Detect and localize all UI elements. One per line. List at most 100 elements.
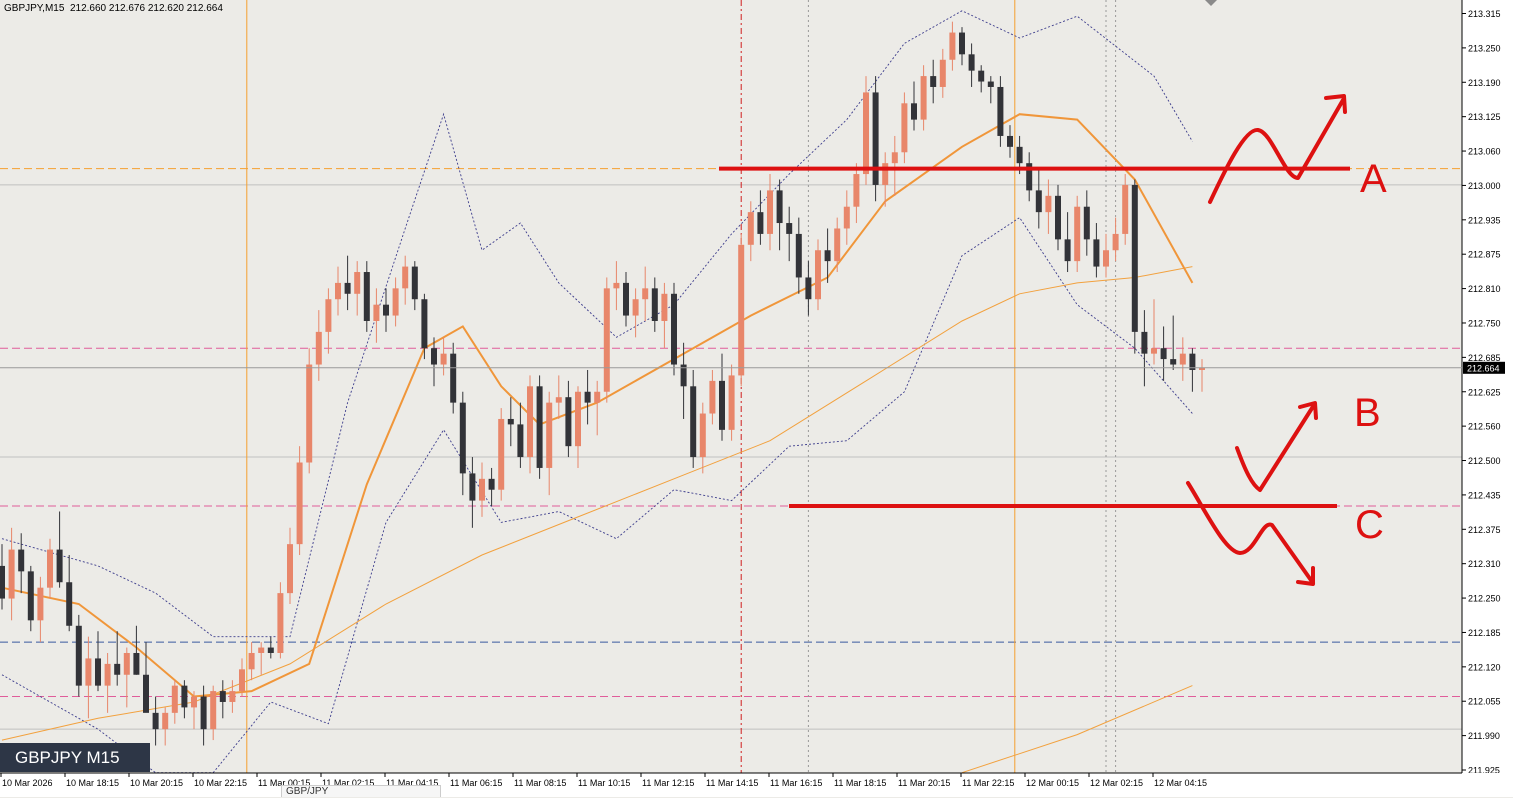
bull-candle-body[interactable]: [555, 397, 562, 403]
bear-candle-body[interactable]: [363, 272, 370, 321]
bull-candle-body[interactable]: [613, 282, 620, 289]
bull-candle-body[interactable]: [834, 228, 841, 262]
bull-candle-body[interactable]: [1103, 250, 1109, 267]
bull-candle-body[interactable]: [210, 691, 217, 730]
bear-candle-body[interactable]: [1083, 206, 1090, 240]
bear-candle-body[interactable]: [930, 76, 937, 87]
bear-candle-body[interactable]: [344, 282, 351, 294]
bull-candle-body[interactable]: [296, 462, 303, 545]
bull-candle-body[interactable]: [901, 103, 908, 153]
bear-candle-body[interactable]: [1026, 163, 1033, 191]
bear-candle-body[interactable]: [786, 223, 793, 234]
bear-candle-body[interactable]: [114, 663, 121, 675]
bear-candle-body[interactable]: [1093, 239, 1100, 267]
bull-candle-body[interactable]: [843, 206, 850, 229]
bear-candle-body[interactable]: [411, 266, 418, 300]
bear-candle-body[interactable]: [517, 424, 524, 458]
chart-tab[interactable]: GBP/JPY: [281, 785, 441, 797]
bear-candle-body[interactable]: [651, 288, 658, 321]
bull-candle-body[interactable]: [882, 163, 889, 185]
bull-candle-body[interactable]: [546, 402, 553, 468]
bull-candle-body[interactable]: [8, 549, 15, 599]
bull-candle-body[interactable]: [594, 391, 601, 403]
bear-candle-body[interactable]: [997, 86, 1004, 136]
bear-candle-body[interactable]: [27, 571, 34, 621]
bear-candle-body[interactable]: [565, 397, 572, 447]
bear-candle-body[interactable]: [1131, 184, 1138, 332]
bull-candle-body[interactable]: [699, 413, 706, 458]
bull-candle-body[interactable]: [853, 174, 860, 207]
bull-candle-body[interactable]: [642, 288, 649, 300]
bull-candle-body[interactable]: [104, 663, 111, 686]
bear-candle-body[interactable]: [690, 386, 697, 458]
bull-candle-body[interactable]: [287, 544, 293, 594]
bear-candle-body[interactable]: [469, 473, 476, 501]
bear-candle-body[interactable]: [1170, 359, 1177, 365]
bull-candle-body[interactable]: [373, 304, 380, 321]
bull-candle-body[interactable]: [1122, 184, 1129, 234]
bull-candle-body[interactable]: [354, 272, 361, 294]
bull-candle-body[interactable]: [747, 212, 754, 245]
bull-candle-body[interactable]: [306, 364, 313, 463]
bear-candle-body[interactable]: [1007, 135, 1013, 147]
bull-candle-body[interactable]: [603, 288, 610, 392]
bull-candle-body[interactable]: [920, 76, 927, 120]
bull-candle-body[interactable]: [162, 712, 169, 730]
bear-candle-body[interactable]: [872, 92, 879, 185]
bear-candle-body[interactable]: [911, 103, 917, 120]
bear-candle-body[interactable]: [1141, 331, 1148, 354]
bull-candle-body[interactable]: [47, 549, 53, 588]
scroll-shift-marker[interactable]: [1205, 0, 1217, 6]
bear-candle-body[interactable]: [968, 54, 975, 71]
bear-candle-body[interactable]: [507, 418, 514, 425]
bear-candle-body[interactable]: [66, 582, 73, 626]
bull-candle-body[interactable]: [248, 652, 255, 670]
bear-candle-body[interactable]: [680, 364, 687, 387]
bear-candle-body[interactable]: [805, 277, 812, 300]
bull-candle-body[interactable]: [1179, 353, 1186, 365]
bull-candle-body[interactable]: [661, 293, 668, 321]
bull-candle-body[interactable]: [258, 647, 265, 653]
bull-candle-body[interactable]: [1045, 195, 1052, 213]
bull-candle-body[interactable]: [575, 391, 581, 447]
bear-candle-body[interactable]: [671, 293, 677, 365]
bull-candle-body[interactable]: [728, 375, 735, 430]
bear-candle-body[interactable]: [1160, 348, 1167, 360]
bear-candle-body[interactable]: [584, 391, 591, 403]
bear-candle-body[interactable]: [450, 353, 457, 403]
bear-candle-body[interactable]: [776, 190, 783, 224]
bull-candle-body[interactable]: [191, 696, 197, 708]
bull-candle-body[interactable]: [171, 685, 178, 713]
bull-candle-body[interactable]: [527, 386, 533, 458]
bull-candle-body[interactable]: [815, 250, 821, 300]
bear-candle-body[interactable]: [181, 685, 188, 708]
bull-candle-body[interactable]: [939, 59, 946, 87]
bear-candle-body[interactable]: [719, 380, 725, 430]
bull-candle-body[interactable]: [479, 478, 485, 501]
bear-candle-body[interactable]: [267, 647, 274, 653]
bear-candle-body[interactable]: [824, 250, 831, 262]
bear-candle-body[interactable]: [219, 691, 226, 702]
bear-candle-body[interactable]: [75, 625, 82, 686]
bull-candle-body[interactable]: [709, 380, 716, 414]
bear-candle-body[interactable]: [95, 658, 101, 686]
bull-candle-body[interactable]: [277, 593, 284, 653]
bear-candle-body[interactable]: [795, 233, 802, 278]
bear-candle-body[interactable]: [1189, 353, 1196, 370]
bear-candle-body[interactable]: [56, 549, 63, 583]
bear-candle-body[interactable]: [536, 386, 543, 468]
bull-candle-body[interactable]: [229, 691, 236, 702]
bull-candle-body[interactable]: [863, 92, 869, 175]
bull-candle-body[interactable]: [1112, 233, 1119, 251]
bear-candle-body[interactable]: [431, 348, 437, 365]
bear-candle-body[interactable]: [1064, 239, 1071, 262]
bear-candle-body[interactable]: [421, 299, 428, 349]
bull-candle-body[interactable]: [632, 299, 639, 316]
bull-candle-body[interactable]: [239, 669, 245, 692]
bear-candle-body[interactable]: [978, 70, 985, 82]
bull-candle-body[interactable]: [1074, 206, 1081, 262]
bull-candle-body[interactable]: [949, 32, 956, 60]
bear-candle-body[interactable]: [133, 652, 140, 675]
